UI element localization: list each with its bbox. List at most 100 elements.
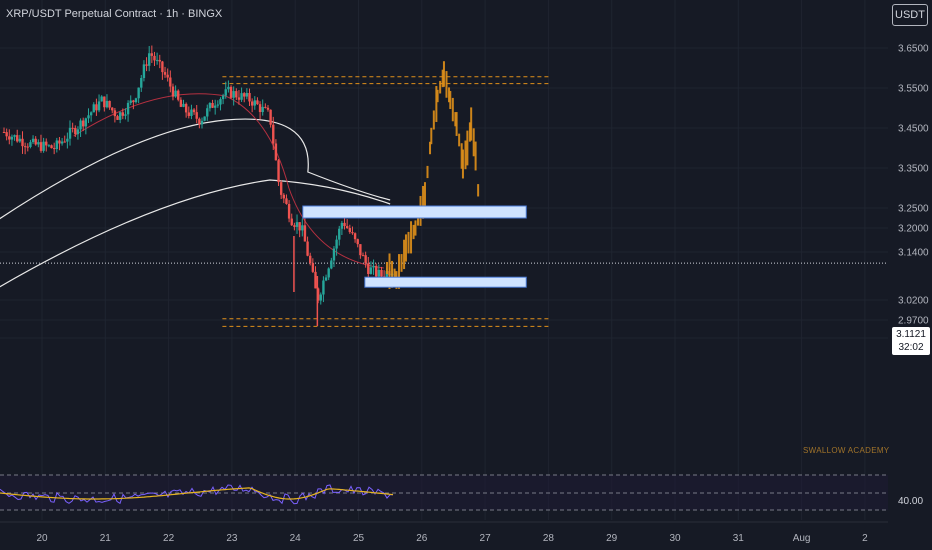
- ema-long-line: [0, 179, 391, 288]
- candle-body: [274, 143, 278, 161]
- candle-body: [18, 138, 22, 142]
- zones: [302, 205, 527, 288]
- projection-candle: [430, 127, 433, 145]
- candle-body: [92, 104, 95, 113]
- candle-body: [103, 96, 106, 108]
- candle-body: [380, 269, 383, 277]
- candle-body: [179, 99, 183, 107]
- time-tick-label: 20: [36, 533, 48, 544]
- candle-body: [372, 265, 375, 268]
- projection-candle: [448, 87, 451, 103]
- candle-body: [213, 105, 217, 108]
- time-tick-label: 25: [353, 533, 365, 544]
- candle-body: [237, 97, 241, 100]
- candle-body: [216, 104, 220, 106]
- candle-body: [375, 265, 378, 277]
- candle-body: [171, 86, 175, 97]
- candle-body: [272, 124, 275, 144]
- projection-candle: [477, 184, 480, 197]
- projection-candle: [455, 112, 458, 136]
- candle-body: [134, 98, 138, 103]
- symbol-title[interactable]: XRP/USDT Perpetual Contract · 1h · BINGX: [6, 8, 223, 20]
- candle-body: [140, 77, 143, 88]
- projection-candle: [439, 80, 442, 94]
- candle-body: [174, 90, 177, 97]
- candle-body: [208, 102, 212, 109]
- price-tick-label: 3.5500: [898, 84, 929, 95]
- candle-body: [161, 61, 164, 73]
- price-tick-label: 2.9700: [898, 316, 929, 327]
- candle-body: [367, 263, 370, 274]
- currency-button[interactable]: USDT: [892, 4, 928, 26]
- candle-body: [126, 102, 130, 115]
- projection-candle: [407, 231, 410, 254]
- price-tick-label: 3.6500: [898, 44, 929, 55]
- candle-body: [232, 91, 235, 98]
- candle-body: [29, 142, 32, 147]
- candle-body: [248, 93, 251, 102]
- candle-body: [309, 255, 312, 264]
- candle-body: [8, 136, 11, 140]
- candle-body: [190, 109, 193, 116]
- candle-body: [42, 141, 45, 151]
- projection-candle: [442, 61, 445, 87]
- candle-body: [338, 228, 341, 240]
- candle-body: [243, 93, 246, 97]
- projection-candle: [436, 89, 439, 103]
- ema-slow-line: [0, 118, 391, 220]
- candle-body: [26, 146, 29, 148]
- candle-body: [155, 59, 159, 61]
- candle-body: [324, 277, 328, 281]
- candle-body: [206, 108, 209, 117]
- projection-candle: [403, 239, 406, 270]
- candle-body: [311, 263, 315, 272]
- projection-candle: [466, 130, 469, 166]
- candle-body: [330, 260, 333, 269]
- projection-candle: [468, 122, 471, 142]
- price-tick-label: 3.1400: [898, 248, 929, 259]
- candle-body: [348, 228, 352, 233]
- candle-body: [303, 225, 307, 242]
- last-price-tag: 3.1121 32:02: [892, 327, 930, 355]
- candle-body: [253, 100, 256, 106]
- candle-body: [60, 141, 64, 144]
- projection-candle: [458, 133, 461, 147]
- candle-body: [116, 116, 119, 120]
- candle-body: [76, 129, 80, 135]
- candle-body: [224, 89, 227, 96]
- candle-body: [219, 99, 222, 105]
- candle-body: [356, 239, 359, 245]
- candle-body: [100, 96, 103, 102]
- candle-body: [137, 87, 140, 99]
- candle-body: [5, 132, 8, 137]
- time-tick-label: 24: [290, 533, 302, 544]
- candle-body: [256, 100, 259, 105]
- candle-body: [314, 271, 317, 289]
- candle-body: [261, 106, 264, 113]
- candle-body: [277, 160, 280, 183]
- price-tick-label: 3.2500: [898, 204, 929, 215]
- time-axis[interactable]: 20 21 22 23 24 25 26 27 28 29 30 31 Aug 2: [0, 521, 888, 544]
- candle-body: [316, 288, 320, 301]
- projection-candle: [464, 140, 467, 170]
- candle-body: [147, 53, 151, 66]
- projection-candle: [435, 86, 438, 122]
- candle-body: [10, 136, 14, 140]
- candle-body: [258, 104, 262, 113]
- projection-candle: [445, 71, 448, 98]
- candle-body: [227, 86, 230, 90]
- candle-body: [285, 198, 288, 204]
- projection-candle: [432, 110, 435, 130]
- candle-body: [47, 145, 51, 147]
- rsi-level-label: 40.00: [898, 496, 924, 507]
- candle-body: [158, 59, 161, 62]
- candle-body: [68, 127, 72, 139]
- resistance-zone: [302, 205, 527, 219]
- candle-body: [332, 248, 336, 261]
- candle-body: [21, 138, 24, 147]
- candle-body: [177, 90, 180, 100]
- projection-candle: [461, 149, 464, 179]
- candle-body: [335, 239, 338, 249]
- candle-body: [118, 112, 122, 120]
